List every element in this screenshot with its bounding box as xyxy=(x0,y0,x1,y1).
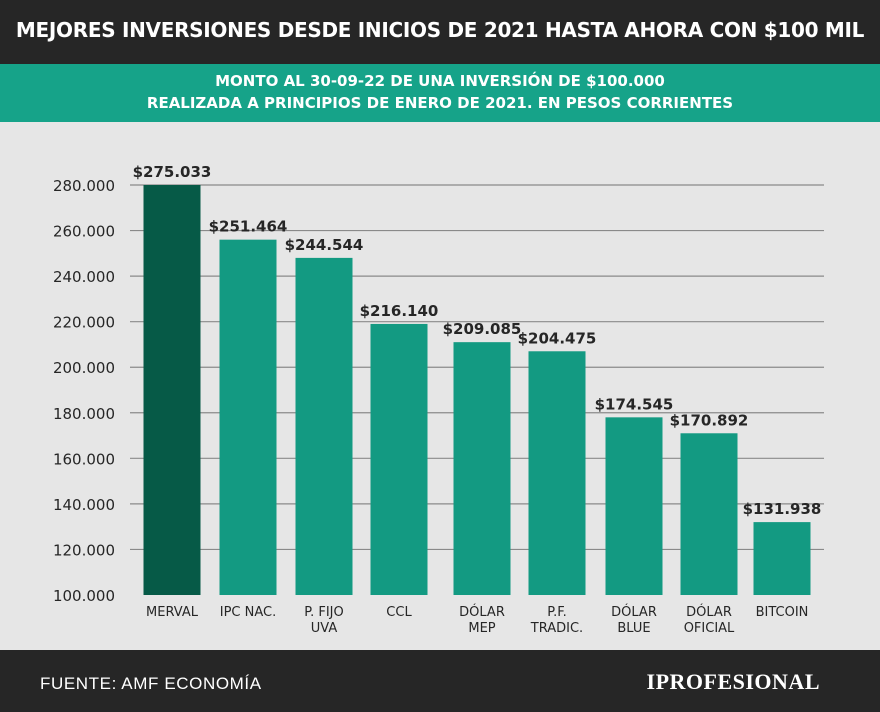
bar xyxy=(605,417,663,595)
data-label: $275.033 xyxy=(133,163,212,181)
data-label: $174.545 xyxy=(595,395,674,413)
title-bar xyxy=(0,0,880,64)
data-label: $216.140 xyxy=(360,302,439,320)
bar xyxy=(219,239,277,595)
data-label: $204.475 xyxy=(518,329,597,347)
x-tick-label: MERVAL xyxy=(146,605,199,620)
bar xyxy=(370,323,428,595)
subtitle-line-1: MONTO AL 30-09-22 DE UNA INVERSIÓN DE $1… xyxy=(215,72,665,90)
data-label: $251.464 xyxy=(209,218,288,236)
x-tick-label: DÓLAR xyxy=(686,604,732,620)
y-tick-label: 160.000 xyxy=(53,450,115,468)
x-tick-label: P.F. xyxy=(547,605,566,620)
main-title: MEJORES INVERSIONES DESDE INICIOS DE 202… xyxy=(15,18,865,42)
chart-area: 100.000 120.000 140.000 160.000 180.000 200.0… xyxy=(0,122,880,650)
x-tick-label: MEP xyxy=(468,621,495,636)
data-label: $244.544 xyxy=(285,236,364,254)
bar xyxy=(528,351,586,595)
x-tick-label: BITCOIN xyxy=(756,605,809,620)
y-tick-label: 200.000 xyxy=(53,359,115,377)
y-tick-label: 180.000 xyxy=(53,405,115,423)
x-tick-label: DÓLAR xyxy=(611,604,657,620)
x-tick-label: TRADIC. xyxy=(530,621,583,636)
source-note: FUENTE: AMF ECONOMÍA xyxy=(40,674,262,693)
x-tick-label: CCL xyxy=(386,605,412,620)
brand-logo: IPROFESIONAL xyxy=(646,669,820,694)
bar xyxy=(453,342,511,595)
y-tick-label: 280.000 xyxy=(53,177,115,195)
y-tick-label: 140.000 xyxy=(53,496,115,514)
data-label: $209.085 xyxy=(443,320,522,338)
y-tick-label: 220.000 xyxy=(53,314,115,332)
y-tick-label: 260.000 xyxy=(53,223,115,241)
y-tick-label: 120.000 xyxy=(53,541,115,559)
x-tick-label: IPC NAC. xyxy=(220,605,276,620)
x-tick-label: OFICIAL xyxy=(684,621,735,636)
x-tick-label: DÓLAR xyxy=(459,604,505,620)
y-tick-label: 240.000 xyxy=(53,268,115,286)
bar xyxy=(295,257,353,595)
subtitle-line-2: REALIZADA A PRINCIPIOS DE ENERO DE 2021.… xyxy=(146,94,734,112)
subtitle-bar xyxy=(0,64,880,122)
y-tick-label: 100.000 xyxy=(53,587,115,605)
bar xyxy=(143,185,201,595)
x-tick-label: BLUE xyxy=(617,621,650,636)
data-label: $131.938 xyxy=(743,500,822,518)
bar-chart: 100.000 120.000 140.000 160.000 180.000 200.0… xyxy=(53,163,824,636)
x-tick-label: UVA xyxy=(311,621,338,636)
bar xyxy=(680,433,738,595)
data-label: $170.892 xyxy=(670,411,749,429)
bar xyxy=(753,522,811,595)
x-tick-label: P. FIJO xyxy=(304,605,343,620)
footer-bar xyxy=(0,650,880,712)
